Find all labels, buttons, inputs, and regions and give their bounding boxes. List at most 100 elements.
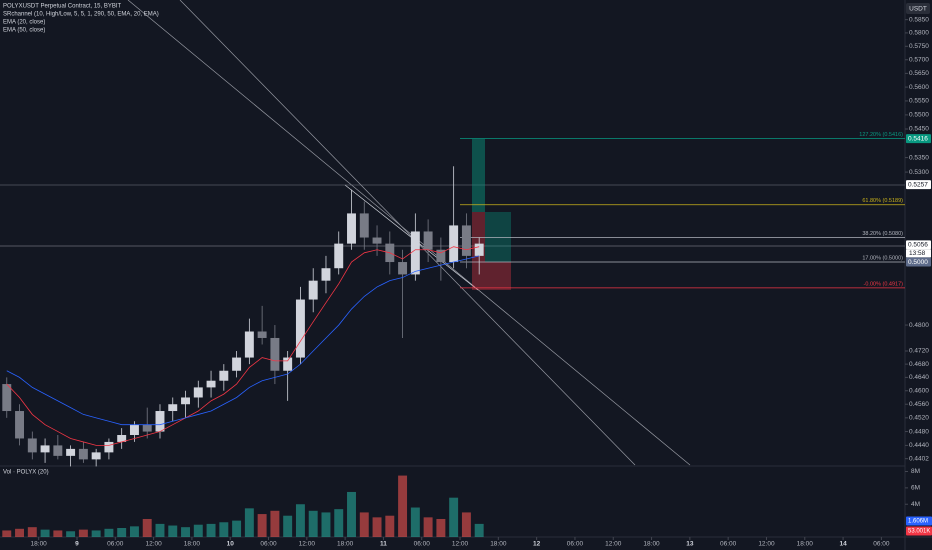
volume-bar [66, 531, 76, 537]
y-tick-label: 0.4800 [909, 322, 929, 329]
x-tick-label: 06:00 [414, 541, 431, 548]
price-label-box [906, 240, 931, 250]
candle-body [142, 424, 152, 432]
volume-label: 1.606M [908, 519, 928, 525]
countdown: 13:58 [909, 250, 926, 257]
volume-bar [104, 528, 114, 537]
candle-body [117, 435, 127, 442]
countdown-box [906, 249, 931, 258]
volume-bar [449, 497, 459, 537]
fib-level-label: 127.20% (0.5416) [859, 132, 903, 138]
candle-body [423, 231, 433, 250]
x-tick-label: 06:00 [567, 541, 584, 548]
volume-bar [206, 523, 216, 537]
candle-body [206, 380, 216, 388]
x-tick-label: 18:00 [643, 541, 660, 548]
candle-body [295, 299, 305, 358]
candle-body [359, 213, 369, 238]
x-tick-label: 06:00 [260, 541, 277, 548]
volume-bar [257, 514, 267, 537]
x-tick-label: 14 [839, 541, 847, 548]
x-tick-label: 18:00 [184, 541, 201, 548]
candle-body [283, 357, 293, 371]
volume-bar [193, 524, 203, 537]
x-tick-label: 11 [380, 541, 387, 548]
ema-line [6, 255, 480, 426]
volume-bar [359, 512, 369, 537]
x-tick-label: 12:00 [299, 541, 316, 548]
volume-bar [308, 510, 318, 537]
candle-body [91, 452, 101, 460]
y-tick-label: 0.5500 [909, 112, 929, 119]
fib-level-label: -0.00% (0.4917) [864, 281, 904, 287]
y-tick-label: 0.5600 [909, 84, 929, 91]
y-tick-label: 0.5850 [909, 16, 929, 23]
y-tick-label: 0.4402 [909, 455, 929, 462]
candle-body [461, 225, 471, 256]
candle-body [270, 337, 280, 371]
candle-body [78, 448, 88, 460]
candle-body [372, 237, 382, 244]
y-tick-label: 0.5700 [909, 56, 929, 63]
y-tick-label: 0.5550 [909, 98, 929, 105]
volume-bar [117, 527, 127, 537]
candle-body [449, 225, 459, 263]
ema-line [6, 246, 480, 446]
x-tick-label: 12 [533, 541, 541, 548]
candle-body [244, 331, 254, 358]
long-target-zone [485, 212, 511, 262]
currency-badge [906, 3, 930, 14]
y-tick-label: 0.4720 [909, 348, 929, 355]
volume-bar [181, 527, 190, 537]
fib-level-label: 38.20% (0.5080) [862, 231, 903, 237]
price-label: 0.5257 [908, 181, 928, 188]
price-label-box [906, 180, 931, 190]
y-tick-label: 0.5750 [909, 43, 929, 50]
volume-bar [334, 509, 344, 537]
candle-body [232, 357, 242, 371]
x-tick-label: 18:00 [31, 541, 48, 548]
trend-line [127, 0, 691, 466]
price-label: 0.5416 [908, 135, 928, 142]
volume-bar [78, 529, 88, 537]
volume-bar [2, 530, 12, 537]
volume-bar [423, 517, 433, 537]
y-tick-label: 0.5300 [909, 169, 929, 176]
volume-bar [372, 517, 382, 537]
candle-body [27, 438, 37, 453]
fib-level-label: 61.80% (0.5189) [862, 198, 903, 204]
y-tick-label: 0.5450 [909, 126, 929, 133]
y-tick-label: 0.4600 [909, 387, 929, 394]
volume-bar [398, 475, 408, 537]
chart-title: POLYXUSDT Perpetual Contract, 15, BYBIT [3, 4, 121, 10]
candle-body [53, 445, 63, 456]
volume-bar [232, 520, 242, 537]
long-target-zone [472, 139, 485, 212]
volume-bar [461, 512, 471, 537]
volume-bar [168, 525, 178, 537]
candle-body [436, 249, 446, 263]
y-tick-label: 0.4440 [909, 442, 929, 449]
candle-body [104, 441, 114, 453]
fib-level-label: 17.00% (0.5000) [862, 255, 903, 261]
y-tick-label: 0.5350 [909, 154, 929, 161]
y-tick-label: 0.5800 [909, 30, 929, 37]
trend-line [179, 0, 636, 466]
x-tick-label: 06:00 [107, 541, 124, 548]
candle-body [168, 404, 178, 412]
long-stop-zone [485, 262, 511, 290]
candle-body [321, 268, 331, 281]
volume-tick-label: 4M [911, 501, 920, 508]
y-tick-label: 0.4560 [909, 401, 929, 408]
volume-bar [40, 529, 50, 537]
volume-bar [283, 515, 293, 537]
volume-bar [15, 528, 25, 537]
volume-bar [385, 515, 395, 537]
currency-label: USDT [909, 6, 927, 13]
candle-body [66, 448, 76, 456]
candle-body [15, 411, 25, 439]
x-tick-label: 06:00 [873, 541, 890, 548]
price-label-box [906, 257, 931, 267]
